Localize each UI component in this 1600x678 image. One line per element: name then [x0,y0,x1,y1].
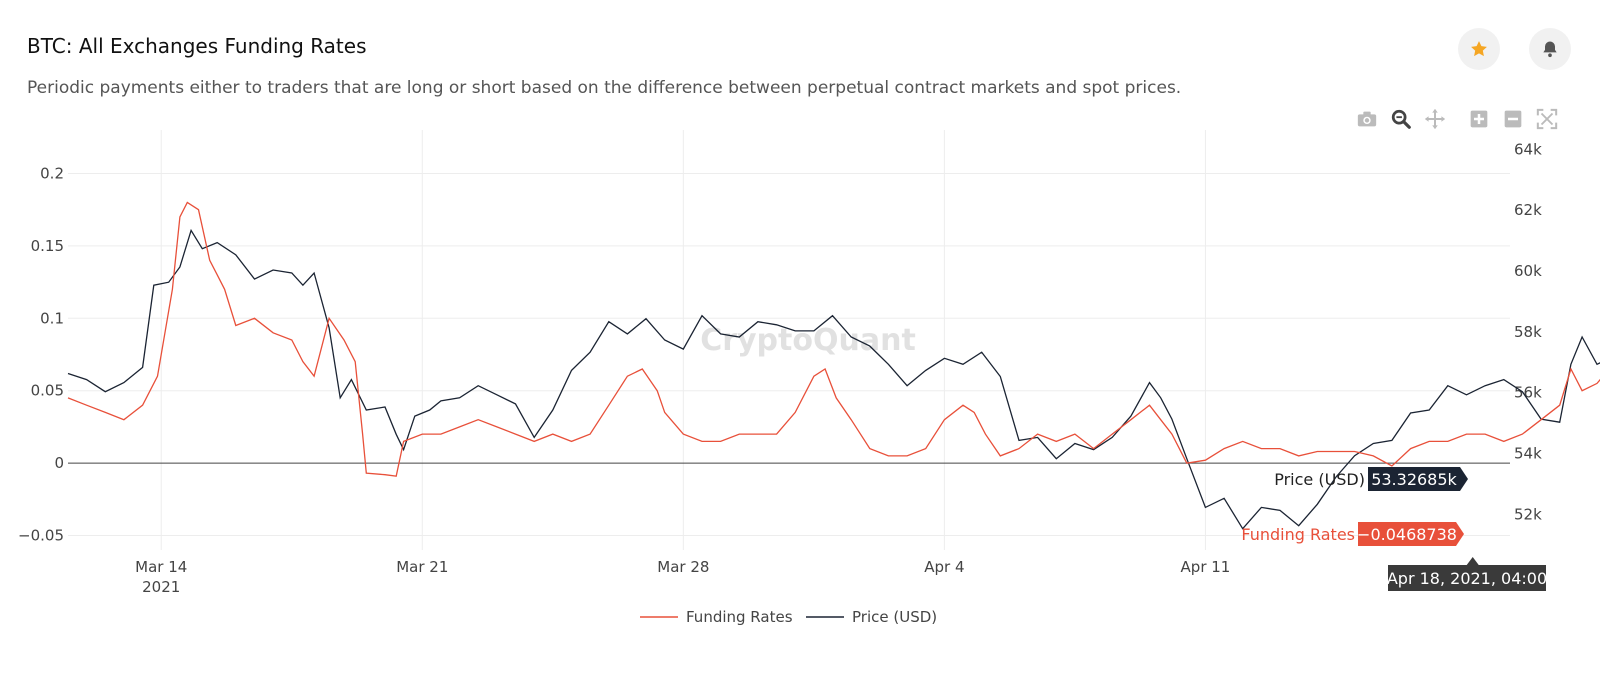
x-tick-label: Apr 4 [924,558,964,576]
left-axis: 0.2 0.15 0.1 0.05 0 −0.05 [18,164,64,544]
left-tick-label: −0.05 [18,527,64,545]
camera-icon [1357,111,1377,127]
zoom-button[interactable] [1390,108,1412,130]
left-tick-label: 0 [54,454,64,472]
right-tick-label: 62k [1514,201,1542,219]
hover-funding-value: −0.0468738 [1357,525,1457,544]
hover-funding-name: Funding Rates [1241,525,1355,544]
right-tick-label: 64k [1514,140,1542,158]
pan-icon [1424,108,1446,130]
x-tick-label: Mar 21 [396,558,448,576]
hover-price-box [1368,467,1460,491]
hover-date-label: Apr 18, 2021, 04:00 [1387,569,1547,588]
left-tick-label: 0.1 [40,309,64,327]
left-tick-label: 0.15 [31,237,64,255]
hover-price-pointer [1460,467,1468,491]
zoom-in-icon [1470,110,1488,128]
autoscale-button[interactable] [1536,108,1558,130]
x-axis: Mar 14 2021 Mar 21 Mar 28 Apr 4 Apr 11 [135,558,1230,596]
autoscale-icon [1536,108,1558,130]
hover-price-name: Price (USD) [1274,470,1365,489]
download-plot-button[interactable] [1356,108,1378,130]
hover-price-value: 53.32685k [1371,470,1457,489]
hover-date-pointer [1466,557,1479,565]
alert-button[interactable] [1529,28,1571,70]
x-tick-label: Mar 28 [657,558,709,576]
right-tick-label: 58k [1514,323,1542,341]
page-title: BTC: All Exchanges Funding Rates [27,34,367,58]
x-tick-label: Apr 11 [1181,558,1231,576]
pan-button[interactable] [1424,108,1446,130]
hover-date-box [1388,565,1546,591]
zoom-in-button[interactable] [1468,108,1490,130]
right-tick-label: 52k [1514,505,1542,523]
chart-toolbar [1356,108,1558,130]
left-tick-label: 0.05 [31,382,64,400]
right-axis: 64k 62k 60k 58k 56k 54k 52k [1514,140,1542,523]
bell-icon [1543,41,1557,58]
hover-labels: Price (USD) 53.32685k Funding Rates −0.0468… [1241,467,1547,591]
price-series-line [67,228,1600,530]
cryptoquant-watermark: CryptoQuant [700,323,916,358]
legend-label: Price (USD) [852,608,937,626]
x-tick-label: Mar 14 [135,558,187,576]
hover-funding-pointer [1456,522,1464,546]
chart-legend: Funding Rates Price (USD) [640,608,937,626]
legend-label: Funding Rates [686,608,793,626]
funding-rates-series-line [67,201,1600,477]
right-tick-label: 54k [1514,445,1542,463]
chart-gridlines [68,130,1510,550]
left-tick-label: 0.2 [40,164,64,182]
right-tick-label: 60k [1514,262,1542,280]
zoom-out-button[interactable] [1502,108,1524,130]
favorite-button[interactable] [1458,28,1500,70]
zoom-out-icon [1504,110,1522,128]
page-subtitle: Periodic payments either to traders that… [27,78,1182,98]
hover-funding-box [1358,522,1456,546]
star-icon [1471,41,1487,57]
x-tick-sublabel: 2021 [142,578,180,596]
right-tick-label: 56k [1514,384,1542,402]
zoom-icon [1391,109,1411,129]
